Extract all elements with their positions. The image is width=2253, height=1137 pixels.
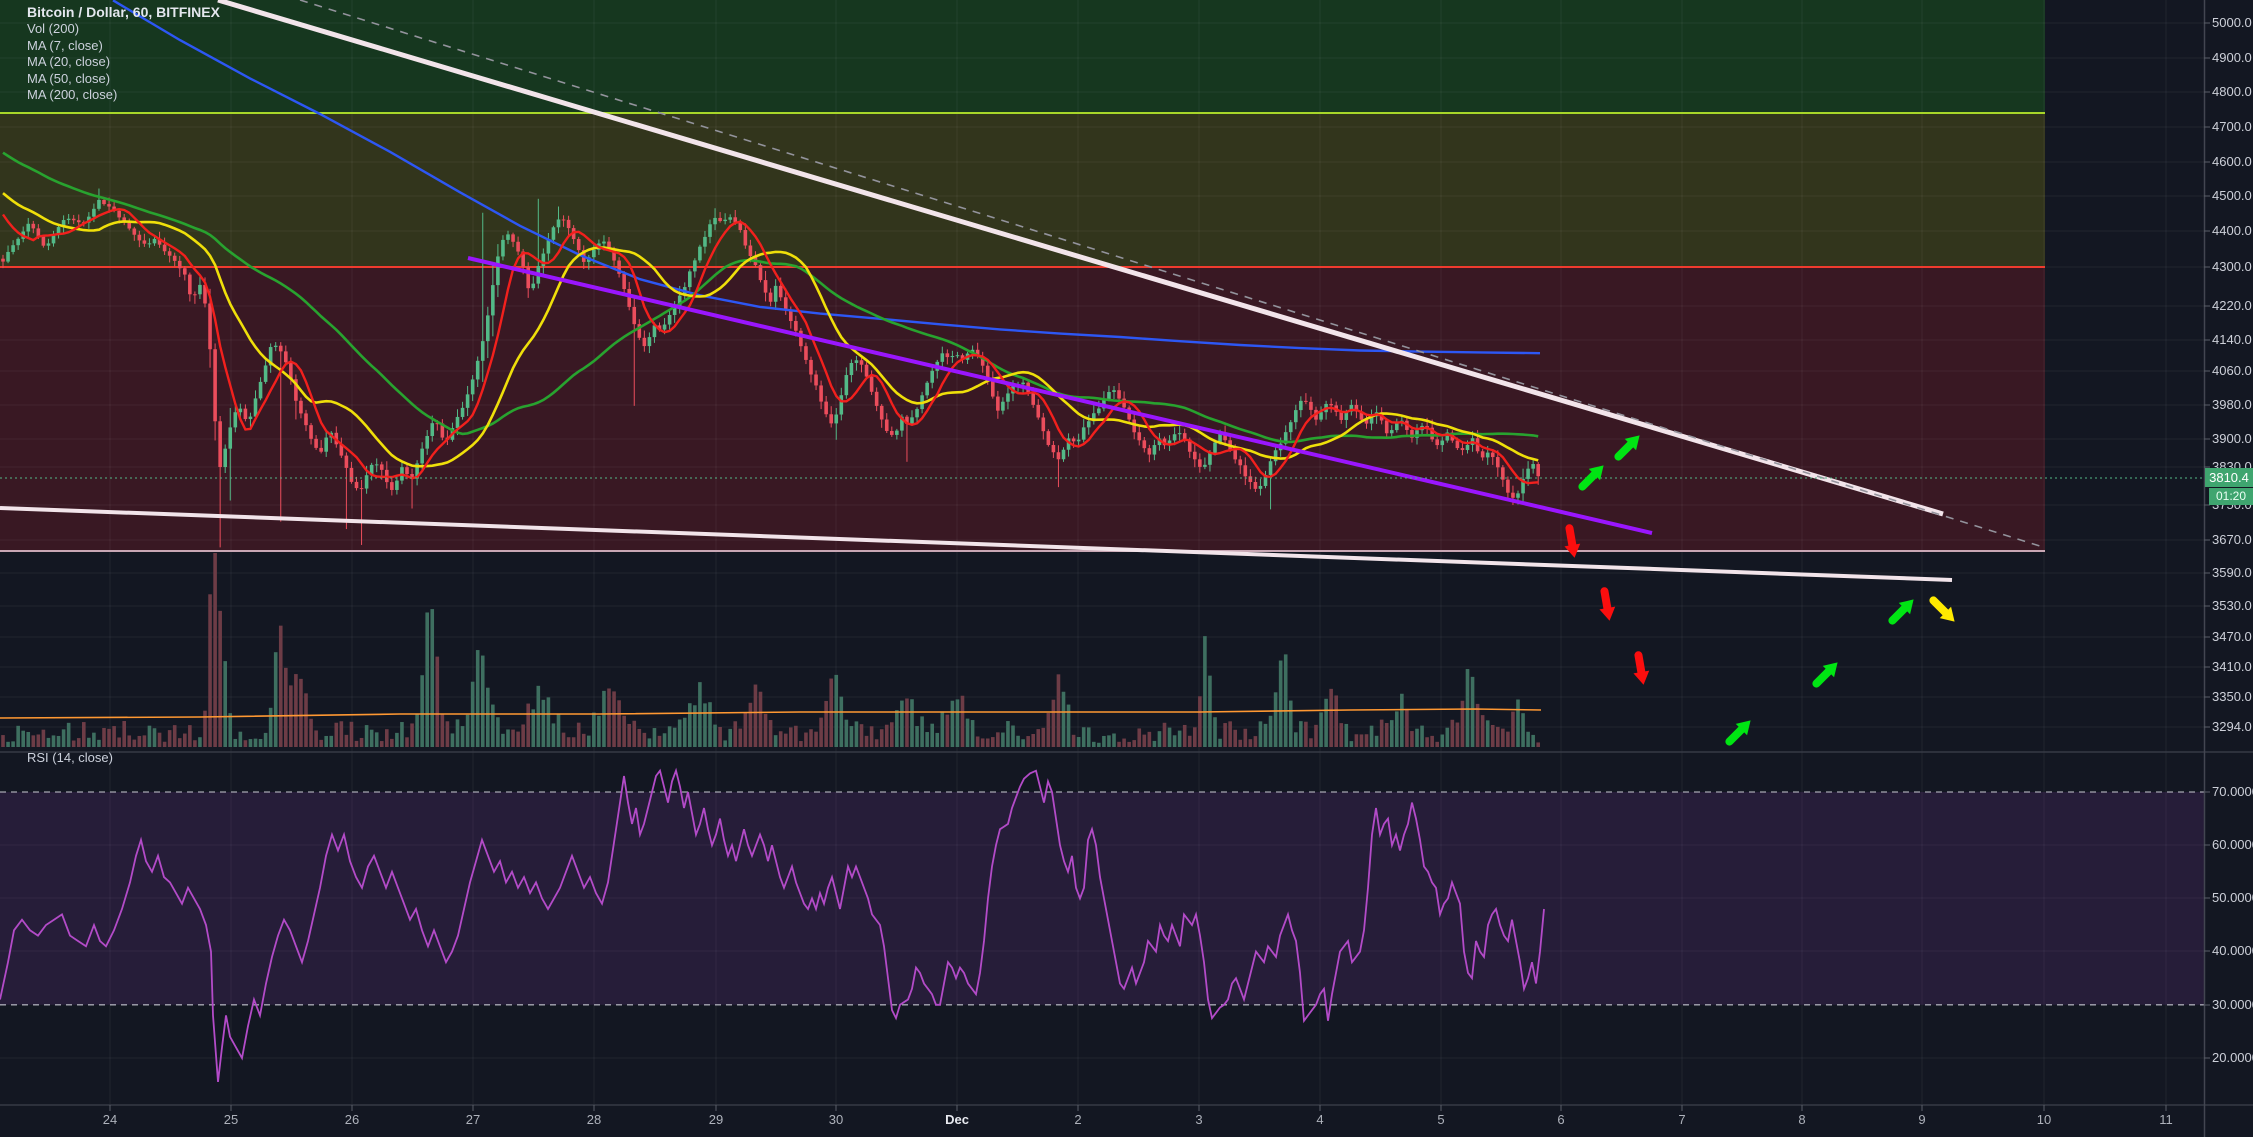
lower-wedge-line[interactable] — [0, 506, 1953, 582]
price-zones[interactable] — [0, 0, 2045, 551]
moving-averages — [2, 0, 1541, 485]
arrow-ne-green[interactable] — [1812, 662, 1838, 688]
time-axis-label: 9 — [1918, 1112, 1926, 1127]
arrow-s-red[interactable] — [1564, 524, 1581, 558]
volume-histogram — [0, 553, 1542, 747]
dashed-guide-line[interactable] — [299, 0, 2044, 548]
price-axis-label: 4140.0 — [2212, 332, 2252, 347]
price-axis-label: 4300.0 — [2212, 259, 2252, 274]
bar-countdown-badge: 01:20 — [2209, 488, 2253, 505]
arrow-ne-green[interactable] — [1614, 435, 1640, 461]
legend: Bitcoin / Dollar, 60, BITFINEX Vol (200)… — [27, 4, 220, 104]
price-axis-label: 3350.0 — [2212, 689, 2252, 704]
price-axis-label: 3980.0 — [2212, 397, 2252, 412]
time-axis-label: 10 — [2036, 1112, 2052, 1127]
time-axis-label: 29 — [708, 1112, 724, 1127]
purple-trend-line[interactable] — [467, 256, 1653, 535]
legend-ma50-study[interactable]: MA (50, close) — [27, 70, 111, 86]
upper-wedge-line[interactable] — [217, 0, 1944, 517]
time-axis-label: 26 — [344, 1112, 360, 1127]
time-axis-label: 28 — [586, 1112, 602, 1127]
time-axis-label: 11 — [2159, 1112, 2173, 1127]
legend-ma20-study[interactable]: MA (20, close) — [27, 54, 111, 70]
current-price-badge: 3810.4 — [2205, 468, 2253, 487]
legend-volume-study[interactable]: Vol (200) — [27, 21, 80, 36]
candle-bodies — [1, 199, 1540, 498]
arrow-drawings[interactable] — [1564, 435, 1955, 746]
time-axis-label: 4 — [1316, 1112, 1324, 1127]
price-axis-label: 4900.0 — [2212, 50, 2252, 65]
time-axis-label: 30 — [828, 1112, 844, 1127]
rsi-axis-label: 70.0000 — [2212, 784, 2253, 799]
legend-ma200-study[interactable]: MA (200, close) — [27, 87, 118, 103]
time-axis[interactable] — [0, 1106, 2253, 1137]
time-axis-label: 24 — [102, 1112, 118, 1127]
arrow-s-red[interactable] — [1599, 587, 1616, 621]
rsi-pane — [0, 767, 2204, 1083]
price-axis-label: 4600.0 — [2212, 154, 2252, 169]
rsi-axis-label: 60.0000 — [2212, 837, 2253, 852]
time-axis-label: 27 — [465, 1112, 481, 1127]
rsi-axis-label: 30.0000 — [2212, 997, 2253, 1012]
ma7-line — [2, 207, 1539, 485]
time-axis-label: 6 — [1557, 1112, 1565, 1127]
price-axis-label: 3294.0 — [2212, 719, 2252, 734]
time-axis-label: 5 — [1437, 1112, 1445, 1127]
rsi-axis-label: 50.0000 — [2212, 890, 2253, 905]
time-axis-label: 2 — [1074, 1112, 1082, 1127]
rsi-axis-label: 20.0000 — [2212, 1050, 2253, 1065]
price-axis-label: 5000.0 — [2212, 15, 2252, 30]
price-axis-label: 3470.0 — [2212, 629, 2252, 644]
legend-rsi-study[interactable]: RSI (14, close) — [27, 750, 113, 765]
arrow-ne-green[interactable] — [1888, 599, 1914, 625]
grid — [0, 0, 2204, 1105]
price-axis-label: 4220.0 — [2212, 298, 2252, 313]
rsi-line — [0, 767, 1545, 1083]
price-axis-label: 4060.0 — [2212, 363, 2252, 378]
price-axis-label: 3410.0 — [2212, 659, 2252, 674]
price-axis-label: 4700.0 — [2212, 119, 2252, 134]
price-axis-label: 4500.0 — [2212, 188, 2252, 203]
price-axis-label: 3530.0 — [2212, 598, 2252, 613]
ma200-line — [112, 0, 1541, 355]
price-axis-label: 3670.0 — [2212, 532, 2252, 547]
arrow-ne-green[interactable] — [1578, 465, 1604, 491]
ma20-line — [2, 192, 1539, 468]
zone-lines[interactable] — [0, 112, 2045, 552]
time-axis-label: Dec — [945, 1112, 969, 1127]
rsi-axis-label: 40.0000 — [2212, 943, 2253, 958]
price-axis-label: 4400.0 — [2212, 223, 2252, 238]
trendline-drawings[interactable] — [0, 0, 2044, 582]
arrow-se-yellow[interactable] — [1929, 596, 1955, 622]
price-axis-label: 3590.0 — [2212, 565, 2252, 580]
arrow-ne-green[interactable] — [1725, 720, 1751, 746]
arrow-s-red[interactable] — [1633, 651, 1650, 685]
time-axis-label: 25 — [223, 1112, 239, 1127]
symbol-title[interactable]: Bitcoin / Dollar, 60, BITFINEX — [27, 4, 220, 20]
time-axis-label: 3 — [1195, 1112, 1203, 1127]
price-axis-label: 4800.0 — [2212, 84, 2252, 99]
time-axis-label: 8 — [1798, 1112, 1806, 1127]
legend-ma7-study[interactable]: MA (7, close) — [27, 37, 103, 53]
volume-ma-line — [0, 708, 1542, 719]
time-axis-label: 7 — [1678, 1112, 1686, 1127]
current-price-value: 3810.4 — [2209, 470, 2249, 485]
price-axis-label: 3900.0 — [2212, 431, 2252, 446]
bar-countdown-value: 01:20 — [2215, 489, 2247, 503]
